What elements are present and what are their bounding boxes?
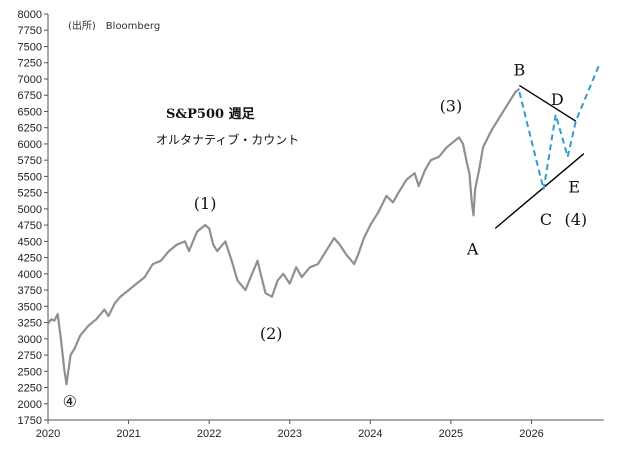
y-tick-label: 3000 — [18, 334, 42, 346]
chart-title: S&P500 週足 — [166, 107, 256, 122]
y-tick-label: 7750 — [18, 25, 42, 37]
chart-marks: ④ (1) (2) (3) A B C D E (4) — [47, 61, 601, 411]
y-tick-label: 3250 — [18, 318, 42, 330]
y-tick-label: 6500 — [18, 106, 42, 118]
y-tick-label: 2500 — [18, 366, 42, 378]
wave-label: E — [568, 178, 580, 197]
y-tick-label: 5500 — [18, 171, 42, 183]
wave-label: D — [551, 90, 564, 109]
y-tick-label: 3500 — [18, 301, 42, 313]
y-tick-label: 6750 — [18, 90, 42, 102]
x-tick-label: 2026 — [519, 428, 543, 440]
y-tick-label: 3750 — [18, 285, 42, 297]
wave-label: (3) — [440, 96, 463, 115]
trendline — [494, 153, 585, 229]
wave-label: (1) — [194, 194, 217, 213]
wave-label: A — [466, 239, 479, 258]
x-tick-label: 2025 — [439, 428, 463, 440]
y-tick-label: 7000 — [18, 74, 42, 86]
y-tick-label: 6000 — [18, 139, 42, 151]
x-tick-label: 2021 — [116, 428, 140, 440]
y-tick-label: 1750 — [18, 415, 42, 427]
y-tick-label: 5250 — [18, 188, 42, 200]
x-tick-label: 2020 — [36, 428, 60, 440]
wave-label: (2) — [260, 324, 283, 343]
y-tick-label: 2000 — [18, 399, 42, 411]
y-tick-label: 7250 — [18, 58, 42, 70]
y-tick-label: 6250 — [18, 123, 42, 135]
wave-label: B — [514, 61, 526, 80]
y-tick-label: 4250 — [18, 253, 42, 265]
y-tick-label: 8000 — [18, 9, 42, 21]
y-tick-label: 2750 — [18, 350, 42, 362]
chart-subtitle: オルタナティブ・カウント — [156, 132, 299, 147]
projection-path — [518, 62, 601, 190]
wave-label: (4) — [564, 210, 587, 229]
source-label: (出所) Bloomberg — [68, 19, 160, 32]
y-tick-label: 4500 — [18, 236, 42, 248]
x-tick-label: 2024 — [358, 428, 382, 440]
y-tick-label: 4000 — [18, 269, 42, 281]
x-tick-label: 2023 — [277, 428, 301, 440]
wave-label: ④ — [63, 392, 77, 411]
wave-label: C — [540, 210, 552, 229]
x-tick-label: 2022 — [197, 428, 221, 440]
y-tick-label: 5000 — [18, 204, 42, 216]
y-tick-label: 7500 — [18, 41, 42, 53]
axes: 1750 2000 2250 2500 2750 3000 3250 3500 3750 4000… — [18, 9, 604, 440]
y-tick-label: 4750 — [18, 220, 42, 232]
price-series-line — [47, 87, 521, 386]
trendline — [519, 84, 577, 122]
y-tick-label: 5750 — [18, 155, 42, 167]
y-tick-label: 2250 — [18, 383, 42, 395]
